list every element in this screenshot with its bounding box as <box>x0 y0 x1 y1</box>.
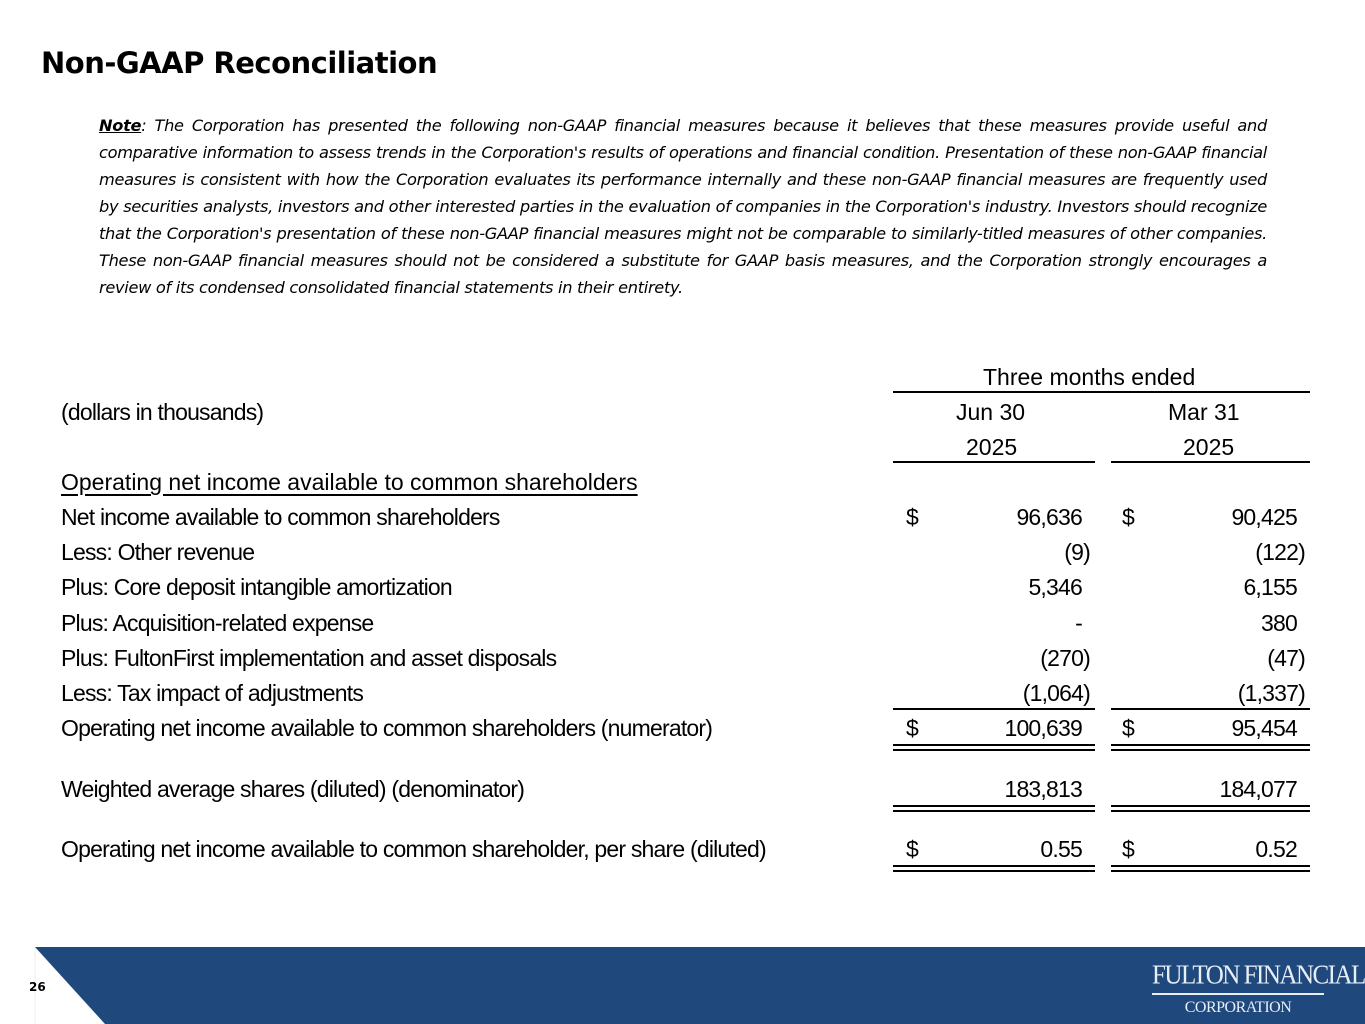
cell-value: 96,636 <box>1016 504 1082 530</box>
col1-month: Jun 30 <box>956 399 1026 425</box>
row-label: Less: Other revenue <box>61 539 255 565</box>
row-label: Net income available to common sharehold… <box>61 504 500 530</box>
note-text: : The Corporation has presented the foll… <box>99 116 1267 297</box>
footer-band <box>34 947 1365 1024</box>
page-title: Non-GAAP Reconciliation <box>41 46 438 80</box>
col2-header-rule <box>1111 461 1310 463</box>
period-header: Three months ended <box>983 364 1196 390</box>
col1-header-rule <box>893 461 1095 463</box>
cell-value: (122) <box>1255 539 1306 565</box>
dollar-sign: $ <box>1122 836 1135 862</box>
cell-value: 95,454 <box>1231 715 1297 741</box>
cell-value: 380 <box>1261 610 1298 636</box>
cell-value: 184,077 <box>1219 776 1297 802</box>
note-paragraph: Note: The Corporation has presented the … <box>99 112 1267 301</box>
col1-year: 2025 <box>966 434 1018 460</box>
cell-value: 0.52 <box>1255 836 1297 862</box>
double-rule <box>893 805 1095 812</box>
double-rule <box>893 744 1095 751</box>
cell-value: 100,639 <box>1004 715 1082 741</box>
note-label: Note <box>99 116 142 135</box>
row-label: Less: Tax impact of adjustments <box>61 680 364 706</box>
cell-value: (270) <box>1040 645 1091 671</box>
col2-month: Mar 31 <box>1168 399 1240 425</box>
section-title: Operating net income available to common… <box>61 469 638 495</box>
row-label: Plus: Acquisition-related expense <box>61 610 374 636</box>
cell-value: (9) <box>1064 539 1091 565</box>
header-rule <box>893 391 1310 393</box>
cell-value: - <box>1075 610 1083 636</box>
cell-value: 183,813 <box>1004 776 1082 802</box>
company-logo: FULTON FINANCIAL CORPORATION <box>1152 960 1365 1017</box>
row-label: Weighted average shares (diluted) (denom… <box>61 776 525 802</box>
logo-divider <box>1152 993 1324 995</box>
row-label: Operating net income available to common… <box>61 836 767 862</box>
page-number: 26 <box>29 980 46 994</box>
cell-value: 90,425 <box>1231 504 1297 530</box>
row-label: Plus: Core deposit intangible amortizati… <box>61 574 453 600</box>
cell-value: (47) <box>1267 645 1306 671</box>
logo-line1: FULTON FINANCIAL <box>1152 960 1365 991</box>
double-rule <box>893 865 1095 872</box>
cell-value: 6,155 <box>1243 574 1297 600</box>
dollar-sign: $ <box>1122 504 1135 530</box>
cell-value: (1,337) <box>1237 680 1306 706</box>
dollar-sign: $ <box>906 836 919 862</box>
cell-value: (1,064) <box>1022 680 1091 706</box>
row-label: Plus: FultonFirst implementation and ass… <box>61 645 557 671</box>
subtotal-rule-col1 <box>893 708 1095 710</box>
cell-value: 5,346 <box>1028 574 1082 600</box>
dollar-sign: $ <box>1122 715 1135 741</box>
logo-line2: CORPORATION <box>1184 999 1292 1016</box>
col2-year: 2025 <box>1183 434 1235 460</box>
row-label: Operating net income available to common… <box>61 715 713 741</box>
double-rule <box>1111 865 1310 872</box>
cell-value: 0.55 <box>1040 836 1082 862</box>
dollar-sign: $ <box>906 715 919 741</box>
units-label: (dollars in thousands) <box>61 399 264 425</box>
subtotal-rule-col2 <box>1111 708 1310 710</box>
dollar-sign: $ <box>906 504 919 530</box>
double-rule <box>1111 805 1310 812</box>
double-rule <box>1111 744 1310 751</box>
